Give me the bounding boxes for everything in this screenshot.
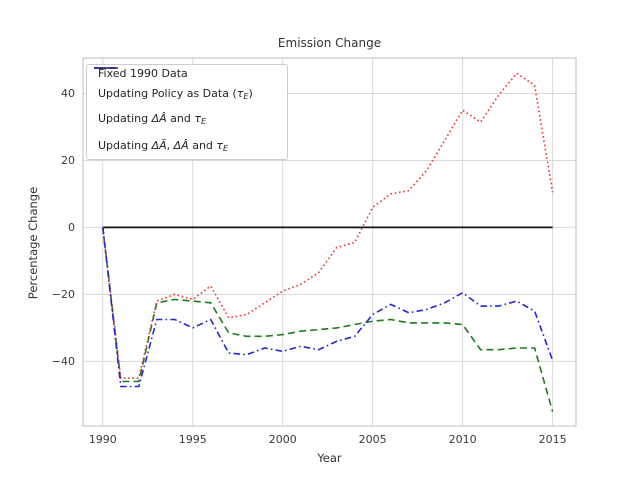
x-axis-label: Year — [317, 451, 342, 465]
legend: Fixed 1990 Data Updating Policy as Data (… — [86, 64, 288, 160]
y-tick-label: −20 — [52, 288, 75, 301]
series-line-2 — [102, 72, 554, 379]
legend-label: Updating ΔÃ, ΔÂ and τE — [98, 139, 229, 153]
legend-label: Updating ΔÂ and τE — [98, 112, 207, 126]
legend-item: Updating ΔÂ and τE — [87, 67, 287, 132]
y-axis-label: Percentage Change — [26, 186, 40, 300]
series-line-1 — [102, 227, 554, 412]
y-tick-label: −40 — [52, 355, 75, 368]
x-tick-label: 1995 — [179, 433, 207, 446]
y-tick-label: 20 — [61, 154, 75, 167]
legend-line-sample — [94, 67, 118, 69]
chart-title: Emission Change — [277, 36, 382, 50]
x-tick-label: 2000 — [269, 433, 297, 446]
legend-label: Fixed 1990 Data — [98, 66, 188, 80]
y-tick-label: 40 — [61, 87, 75, 100]
legend-item: Updating ΔÃ, ΔÂ and τE — [87, 67, 287, 159]
legend-label: Updating Policy as Data (τE) — [98, 86, 253, 101]
x-tick-label: 1990 — [89, 433, 117, 446]
x-tick-label: 2015 — [539, 433, 567, 446]
x-tick-label: 2010 — [449, 433, 477, 446]
series-line-3 — [102, 227, 554, 388]
legend-item: Updating Policy as Data (τE) — [87, 67, 287, 105]
y-tick-label: 0 — [68, 221, 75, 234]
x-tick-label: 2005 — [359, 433, 387, 446]
axes-frame — [82, 57, 577, 427]
